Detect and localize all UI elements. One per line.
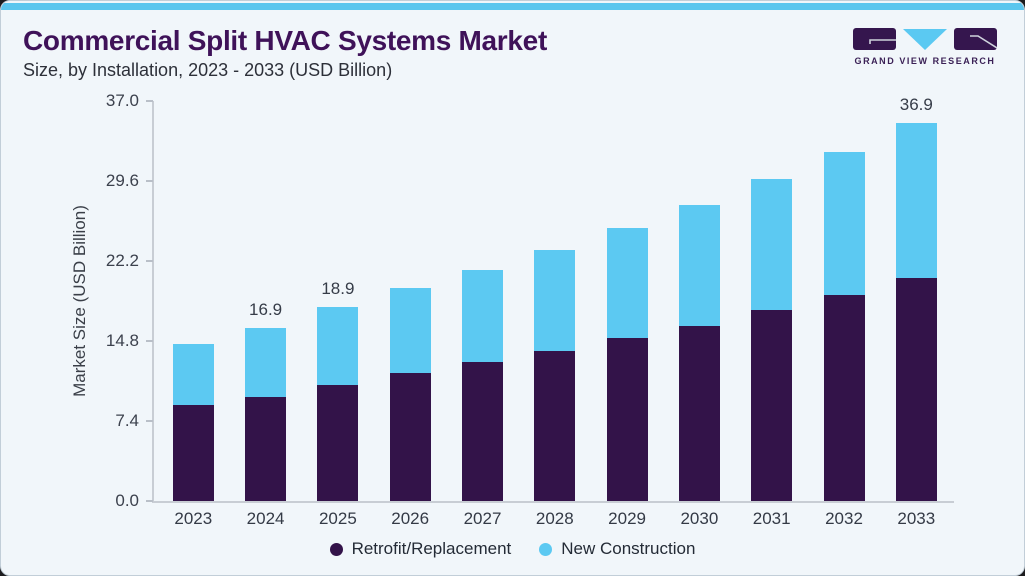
y-tick-label-22.2: 22.2 — [105, 251, 139, 270]
x-label-2023: 2023 — [174, 509, 213, 528]
x-label-2025: 2025 — [318, 509, 357, 528]
bar-2029-new-construction — [606, 228, 648, 338]
y-tick-label-37.0: 37.0 — [105, 91, 139, 110]
bar-2033-new-construction — [895, 123, 937, 278]
y-axis-title: Market Size (USD Billion) — [70, 205, 89, 397]
page-subtitle: Size, by Installation, 2023 - 2033 (USD … — [23, 60, 393, 80]
x-label-2028: 2028 — [535, 509, 574, 528]
legend-marker-retrofit-replacement — [329, 542, 343, 556]
bar-2030-new-construction — [678, 205, 720, 326]
bar-2033-retrofit-replacement — [895, 278, 937, 501]
x-label-2032: 2032 — [825, 509, 863, 528]
y-tick-label-0.0: 0.0 — [115, 491, 139, 510]
legend-item-new-construction: New Construction — [539, 539, 695, 559]
y-axis-line — [152, 101, 154, 502]
legend-item-retrofit-replacement: Retrofit/Replacement — [329, 539, 512, 559]
page-title: Commercial Split HVAC Systems Market — [23, 25, 547, 56]
y-tick-label-7.4: 7.4 — [115, 411, 139, 430]
legend-label-new-construction: New Construction — [561, 539, 696, 558]
x-label-2030: 2030 — [680, 509, 719, 528]
logo-letter-r-icon — [954, 28, 997, 50]
logo-wordmark: GRAND VIEW RESEARCH — [854, 56, 996, 66]
bar-total-label-2024: 16.9 — [249, 300, 283, 319]
y-tick-label-29.6: 29.6 — [105, 171, 139, 190]
x-label-2031: 2031 — [752, 509, 791, 528]
x-label-2027: 2027 — [463, 509, 502, 528]
bar-2027-new-construction — [462, 270, 503, 362]
bar-2032-retrofit-replacement — [823, 295, 865, 501]
x-label-2026: 2026 — [391, 509, 430, 528]
x-label-2024: 2024 — [246, 509, 285, 528]
logo-letter-g-icon — [853, 28, 896, 50]
bar-2031-retrofit-replacement — [751, 310, 793, 501]
logo-glyphs — [853, 28, 997, 50]
bar-total-label-2033: 36.9 — [899, 95, 933, 114]
bar-2024-retrofit-replacement — [245, 397, 287, 501]
x-label-2033: 2033 — [897, 509, 936, 528]
x-label-2029: 2029 — [608, 509, 646, 528]
y-tick-mark-0.0 — [146, 500, 153, 502]
bar-2025-retrofit-replacement — [317, 385, 359, 501]
y-tick-mark-14.8 — [146, 340, 153, 342]
bar-2032-new-construction — [823, 152, 865, 295]
grand-view-research-logo: GRAND VIEW RESEARCH — [853, 28, 997, 66]
bar-2023-retrofit-replacement — [172, 405, 214, 501]
chart-legend: Retrofit/Replacement New Construction — [1, 536, 1024, 562]
bar-2023-new-construction — [172, 344, 214, 405]
bar-2026-new-construction — [389, 288, 431, 373]
y-tick-label-14.8: 14.8 — [105, 331, 139, 350]
accent-strip — [1, 3, 1024, 10]
y-tick-mark-7.4 — [146, 420, 153, 422]
y-tick-mark-37.0 — [146, 100, 153, 102]
bar-2027-retrofit-replacement — [462, 362, 503, 501]
bar-total-label-2025: 18.9 — [321, 279, 355, 298]
bar-2026-retrofit-replacement — [389, 373, 431, 501]
logo-letter-v-icon — [903, 28, 947, 50]
legend-label-retrofit-replacement: Retrofit/Replacement — [351, 539, 512, 558]
y-tick-mark-22.2 — [146, 260, 153, 262]
bar-2028-new-construction — [534, 250, 576, 351]
bar-2025-new-construction — [317, 307, 359, 385]
x-axis-line — [152, 501, 954, 503]
bar-2024-new-construction — [245, 328, 287, 397]
bar-2031-new-construction — [751, 179, 793, 310]
bar-2028-retrofit-replacement — [534, 351, 576, 501]
bar-2030-retrofit-replacement — [678, 326, 720, 501]
bar-2029-retrofit-replacement — [606, 338, 648, 501]
legend-marker-new-construction — [539, 542, 553, 556]
y-tick-mark-29.6 — [146, 180, 153, 182]
